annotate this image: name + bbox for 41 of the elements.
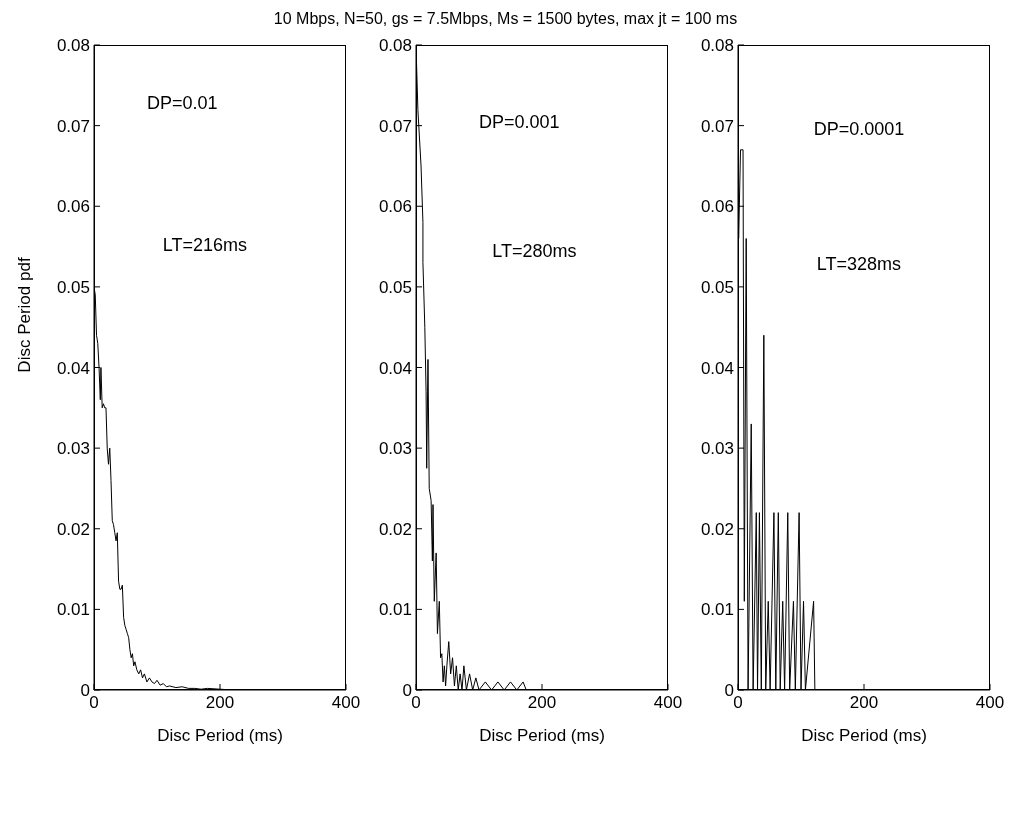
annotation: DP=0.01 bbox=[146, 92, 218, 114]
annotation: LT=328ms bbox=[816, 253, 902, 275]
y-tick-label: 0.05 bbox=[378, 277, 412, 297]
y-tick-label: 0.04 bbox=[56, 358, 90, 378]
y-tick-label: 0.03 bbox=[56, 439, 90, 459]
x-tick-label: 200 bbox=[849, 693, 879, 713]
x-tick-label: 400 bbox=[331, 693, 361, 713]
y-tick-label: 0.02 bbox=[56, 519, 90, 539]
y-tick-label: 0.05 bbox=[56, 277, 90, 297]
x-axis-title: Disc Period (ms) bbox=[479, 726, 605, 745]
x-tick-label: 400 bbox=[653, 693, 683, 713]
y-tick-label: 0.01 bbox=[700, 600, 734, 620]
y-tick-label: 0.06 bbox=[56, 197, 90, 217]
annotation: DP=0.001 bbox=[479, 111, 560, 133]
y-tick-label: 0.08 bbox=[56, 36, 90, 56]
y-tick-label: 0.08 bbox=[378, 36, 412, 56]
y-tick-label: 0.07 bbox=[56, 116, 90, 136]
y-tick-label: 0.03 bbox=[378, 439, 412, 459]
y-tick-label: 0.01 bbox=[56, 600, 90, 620]
x-tick-label: 200 bbox=[527, 693, 557, 713]
y-tick-label: 0.03 bbox=[700, 439, 734, 459]
y-tick-label: 0.08 bbox=[700, 36, 734, 56]
annotation: LT=280ms bbox=[492, 240, 577, 262]
y-tick-label: 0.02 bbox=[378, 519, 412, 539]
y-tick-label: 0.04 bbox=[378, 358, 412, 378]
x-tick-label: 200 bbox=[205, 693, 235, 713]
y-tick-label: 0.06 bbox=[378, 197, 412, 217]
x-axis-title: Disc Period (ms) bbox=[801, 726, 927, 745]
y-tick-label: 0.05 bbox=[700, 277, 734, 297]
y-tick-label: 0.02 bbox=[700, 519, 734, 539]
annotation: DP=0.0001 bbox=[813, 118, 905, 140]
y-tick-label: 0.04 bbox=[700, 358, 734, 378]
y-axis-title: Disc Period pdf bbox=[15, 257, 35, 373]
annotation: LT=216ms bbox=[162, 234, 247, 256]
y-tick-label: 0.07 bbox=[700, 116, 734, 136]
y-tick-label: 0.06 bbox=[700, 197, 734, 217]
x-tick-label: 400 bbox=[975, 693, 1005, 713]
y-tick-label: 0.07 bbox=[378, 116, 412, 136]
y-tick-label: 0.01 bbox=[378, 600, 412, 620]
text: 10 Mbps, N=50, gs = 7.5Mbps, Ms = 1500 bytes, max jt = 100 ms bbox=[272, 10, 739, 28]
x-axis-title: Disc Period (ms) bbox=[157, 726, 283, 745]
